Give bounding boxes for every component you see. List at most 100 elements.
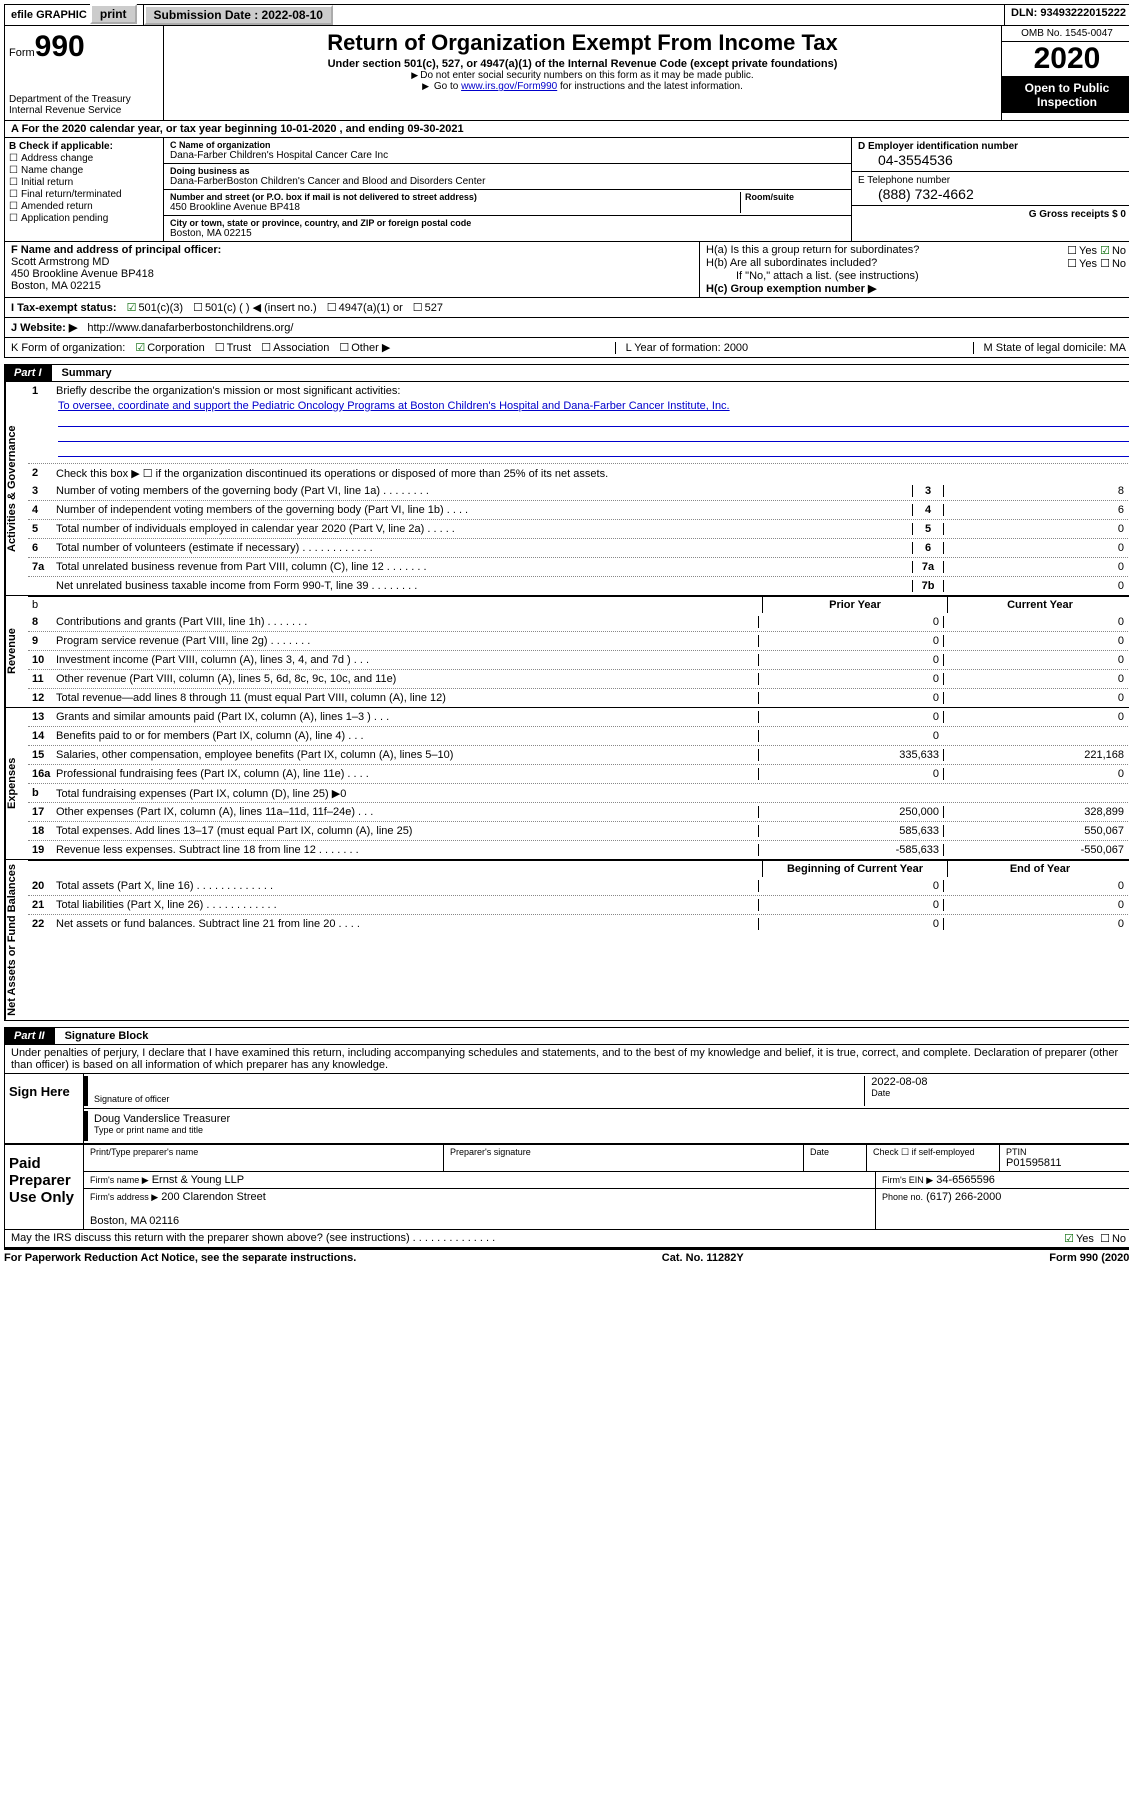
hc-label: H(c) Group exemption number ▶ (706, 282, 1126, 295)
footer-mid: Cat. No. 11282Y (662, 1252, 744, 1264)
cb-association[interactable]: Association (261, 341, 329, 354)
firm-name: Ernst & Young LLP (152, 1174, 244, 1186)
cb-corporation[interactable]: Corporation (135, 341, 204, 354)
header-left: Form990 Department of the Treasury Inter… (5, 26, 164, 120)
year-formation: L Year of formation: 2000 (615, 342, 749, 354)
hb-note: If "No," attach a list. (see instruction… (706, 270, 1126, 282)
form-title: Return of Organization Exempt From Incom… (170, 30, 995, 56)
hdr-current-year: Current Year (947, 597, 1129, 613)
cb-other[interactable]: Other ▶ (339, 341, 390, 354)
ptin-label: PTIN (1006, 1147, 1126, 1157)
table-row: 17 Other expenses (Part IX, column (A), … (28, 802, 1129, 821)
header-right: OMB No. 1545-0047 2020 Open to Public In… (1001, 26, 1129, 120)
firm-phone: (617) 266-2000 (926, 1191, 1001, 1203)
irs-link[interactable]: www.irs.gov/Form990 (461, 81, 557, 92)
dba: Dana-FarberBoston Children's Cancer and … (170, 176, 845, 187)
part1-title: Summary (52, 367, 112, 379)
officer-addr2: Boston, MA 02215 (11, 280, 693, 292)
type-print-label: Type or print name and title (94, 1125, 1126, 1135)
cb-application-pending[interactable]: Application pending (9, 213, 159, 224)
table-row: 4 Number of independent voting members o… (28, 500, 1129, 519)
row-a-tax-year: A For the 2020 calendar year, or tax yea… (4, 121, 1129, 138)
vtab-netassets: Net Assets or Fund Balances (5, 860, 28, 1020)
cb-initial-return[interactable]: Initial return (9, 177, 159, 188)
part1-header: Part I Summary (4, 364, 1129, 382)
cb-final-return[interactable]: Final return/terminated (9, 189, 159, 200)
prep-sig-label: Preparer's signature (444, 1145, 804, 1171)
city-label: City or town, state or province, country… (170, 218, 845, 228)
open-public-badge: Open to Public Inspection (1002, 77, 1129, 113)
part2-title: Signature Block (55, 1030, 149, 1042)
footer-left: For Paperwork Reduction Act Notice, see … (4, 1252, 356, 1264)
table-row: 13 Grants and similar amounts paid (Part… (28, 708, 1129, 726)
hdr-end: End of Year (947, 861, 1129, 877)
ha-yes[interactable]: Yes (1067, 244, 1097, 257)
table-row: 19 Revenue less expenses. Subtract line … (28, 840, 1129, 859)
sig-date-value: 2022-08-08 (871, 1076, 1126, 1088)
vtab-revenue: Revenue (5, 596, 28, 707)
cb-trust[interactable]: Trust (215, 341, 252, 354)
line1-label: Briefly describe the organization's miss… (56, 385, 1128, 397)
tax-year: 2020 (1002, 42, 1129, 77)
cb-501c3[interactable]: 501(c)(3) (127, 301, 184, 314)
hb-yes[interactable]: Yes (1067, 257, 1097, 270)
ein-label: D Employer identification number (858, 141, 1018, 152)
table-row: 6 Total number of volunteers (estimate i… (28, 538, 1129, 557)
table-row: 12 Total revenue—add lines 8 through 11 … (28, 688, 1129, 707)
self-employed-check[interactable]: Check ☐ if self-employed (867, 1145, 1000, 1171)
hdr-beginning: Beginning of Current Year (762, 861, 947, 877)
part1-tag: Part I (4, 365, 52, 381)
ptin-value: P01595811 (1006, 1157, 1126, 1169)
form-header: Form990 Department of the Treasury Inter… (4, 26, 1129, 121)
cb-4947[interactable]: 4947(a)(1) or (327, 301, 403, 314)
org-name-label: C Name of organization (170, 140, 845, 150)
street-address: 450 Brookline Avenue BP418 (170, 202, 740, 213)
line2-label: Check this box ▶ ☐ if the organization d… (56, 467, 1128, 480)
cb-amended[interactable]: Amended return (9, 201, 159, 212)
officer-name-title: Doug Vanderslice Treasurer (94, 1113, 1126, 1125)
part2-header: Part II Signature Block (4, 1027, 1129, 1045)
prep-date-label: Date (804, 1145, 867, 1171)
table-row: 22 Net assets or fund balances. Subtract… (28, 914, 1129, 933)
block-revenue: Revenue bPrior YearCurrent Year 8 Contri… (4, 596, 1129, 708)
cb-527[interactable]: 527 (413, 301, 443, 314)
table-row: 3 Number of voting members of the govern… (28, 482, 1129, 500)
sign-here-label: Sign Here (5, 1074, 84, 1143)
col-b-checkboxes: B Check if applicable: Address change Na… (5, 138, 164, 241)
part2-tag: Part II (4, 1028, 55, 1044)
block-netassets: Net Assets or Fund Balances Beginning of… (4, 860, 1129, 1021)
paid-preparer-label: Paid Preparer Use Only (5, 1145, 84, 1229)
subtitle-3: Go to www.irs.gov/Form990 for instructio… (170, 81, 995, 92)
website-url[interactable]: http://www.danafarberbostonchildrens.org… (87, 322, 293, 334)
col-c-org-info: C Name of organization Dana-Farber Child… (164, 138, 851, 241)
table-row: 20 Total assets (Part X, line 16) . . . … (28, 877, 1129, 895)
cb-501c[interactable]: 501(c) ( ) ◀ (insert no.) (193, 301, 317, 314)
col-h-group: H(a) Is this a group return for subordin… (700, 242, 1129, 297)
discuss-yes[interactable]: Yes (1064, 1232, 1094, 1245)
print-button[interactable]: print (90, 4, 137, 24)
ha-no[interactable]: No (1100, 244, 1126, 257)
spacer (333, 5, 1005, 25)
dept-treasury: Department of the Treasury Internal Reve… (9, 94, 159, 116)
row-i-tax-status: I Tax-exempt status: 501(c)(3) 501(c) ( … (4, 298, 1129, 318)
table-row: 11 Other revenue (Part VIII, column (A),… (28, 669, 1129, 688)
section-fh: F Name and address of principal officer:… (4, 242, 1129, 298)
table-row: 7a Total unrelated business revenue from… (28, 557, 1129, 576)
header-mid: Return of Organization Exempt From Incom… (164, 26, 1001, 120)
discuss-no[interactable]: No (1100, 1232, 1126, 1245)
gross-receipts: G Gross receipts $ 0 (1029, 209, 1126, 220)
phone-value: (888) 732-4662 (858, 186, 1126, 202)
mission-text[interactable]: To oversee, coordinate and support the P… (58, 400, 730, 412)
dba-label: Doing business as (170, 166, 845, 176)
table-row: 14 Benefits paid to or for members (Part… (28, 726, 1129, 745)
addr-label: Number and street (or P.O. box if mail i… (170, 192, 740, 202)
hb-no[interactable]: No (1100, 257, 1126, 270)
cb-name-change[interactable]: Name change (9, 165, 159, 176)
table-row: 10 Investment income (Part VIII, column … (28, 650, 1129, 669)
cb-address-change[interactable]: Address change (9, 153, 159, 164)
prep-name-label: Print/Type preparer's name (84, 1145, 444, 1171)
sig-date-label: Date (871, 1088, 1126, 1098)
signature-block: Under penalties of perjury, I declare th… (4, 1045, 1129, 1248)
top-bar: efile GRAPHIC print Submission Date : 20… (4, 4, 1129, 26)
row-j-website: J Website: ▶ http://www.danafarberboston… (4, 318, 1129, 338)
